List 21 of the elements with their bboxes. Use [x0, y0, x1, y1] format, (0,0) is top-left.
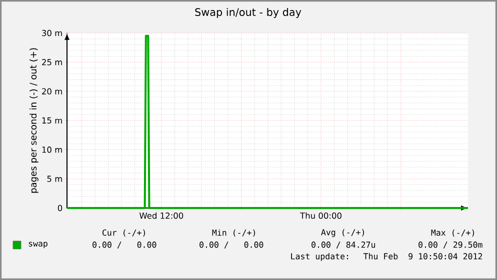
y-axis-title: pages per second in (-) / out (+) [30, 48, 38, 193]
y-tick-label: 5 m [47, 176, 62, 182]
text: Last update: Thu Feb 9 10:50:04 2012 [291, 253, 482, 261]
y-tick-label: 25 m [42, 59, 62, 66]
y-tick-label: 15 m [42, 117, 62, 124]
y-tick-label: 30 m [42, 30, 62, 36]
text: Max (-/+) [431, 229, 474, 237]
legend-label: swap [28, 242, 48, 248]
y-tick-label: 20 m [42, 88, 62, 94]
text: Avg (-/+) [321, 228, 364, 238]
text: 0.00 / 84.27u [312, 242, 375, 248]
text: 0.00 / 0.00 [200, 242, 264, 248]
chart-title: Swap in/out - by day [195, 8, 302, 18]
text: 0.00 / 29.50m [418, 242, 482, 248]
x-tick-label: Wed 12:00 [139, 212, 184, 219]
y-tick-label: 0 [58, 204, 62, 212]
text: 0.00 / 0.00 [92, 242, 156, 248]
text: Cur (-/+) [102, 229, 146, 237]
y-tick-label: 10 m [42, 146, 62, 153]
x-tick-label: Thu 00:00 [300, 212, 342, 219]
text: Min (-/+) [212, 229, 256, 237]
